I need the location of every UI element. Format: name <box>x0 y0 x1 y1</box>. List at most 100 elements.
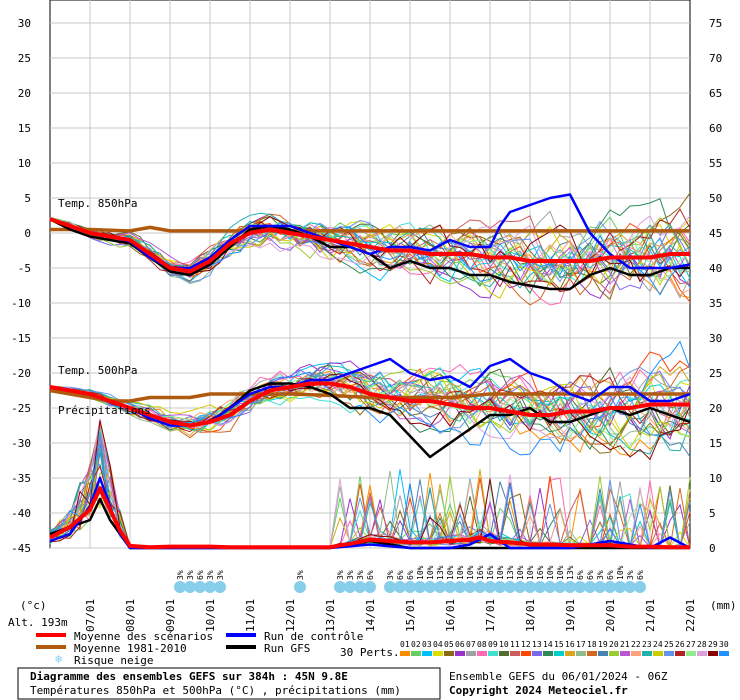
footer-title: Diagramme des ensembles GEFS sur 384h : … <box>30 670 348 683</box>
snow-risk-marker <box>214 581 226 593</box>
snow-risk-marker <box>514 581 526 593</box>
pert-line-500 <box>49 370 691 457</box>
pert-id: 10 <box>499 640 509 649</box>
series-850-line <box>49 217 690 274</box>
y-left-tick: 0 <box>24 227 31 240</box>
pert-line-500 <box>49 366 691 431</box>
x-tick: 11/01 <box>244 599 257 632</box>
y-right-tick: 70 <box>709 52 722 65</box>
snow-risk-pct: 6% <box>586 570 595 580</box>
series-500-line <box>49 357 691 427</box>
pert-id: 11 <box>510 640 520 649</box>
snow-risk-pct: 10% <box>426 565 435 580</box>
x-tick: 13/01 <box>324 599 337 632</box>
pert-swatch <box>708 651 718 656</box>
snow-risk-marker <box>464 581 476 593</box>
pert-swatch <box>587 651 597 656</box>
y-left-tick: -30 <box>11 437 31 450</box>
y-right-tick: 20 <box>709 402 722 415</box>
snow-risk-marker <box>534 581 546 593</box>
snow-risk-pct: 16% <box>536 565 545 580</box>
y-right-tick: 65 <box>709 87 722 100</box>
snow-risk-pct: 3% <box>626 570 635 580</box>
pert-id: 06 <box>455 640 465 649</box>
snow-risk-marker <box>624 581 636 593</box>
snow-risk-marker <box>554 581 566 593</box>
snow-risk-pct: 13% <box>436 565 445 580</box>
snow-risk-marker <box>384 581 396 593</box>
pert-swatch <box>532 651 542 656</box>
pert-swatch <box>455 651 465 656</box>
pert-swatch <box>543 651 553 656</box>
y-right-tick: 60 <box>709 122 722 135</box>
snow-risk-pct: 10% <box>456 565 465 580</box>
snow-risk-pct: 13% <box>506 565 515 580</box>
y-right-tick: 40 <box>709 262 722 275</box>
snow-risk-marker <box>204 581 216 593</box>
snow-risk-pct: 16% <box>486 565 495 580</box>
snow-risk-marker <box>494 581 506 593</box>
pert-swatch <box>400 651 410 656</box>
y-left-tick: 30 <box>18 17 31 30</box>
pert-swatch <box>444 651 454 656</box>
snow-risk-pct: 3% <box>186 570 195 580</box>
pert-id: 25 <box>664 640 674 649</box>
pert-id: 07 <box>466 640 476 649</box>
snow-risk-marker <box>524 581 536 593</box>
pert-id: 22 <box>631 640 641 649</box>
pert-id: 19 <box>598 640 608 649</box>
pert-swatch <box>598 651 608 656</box>
legend-label-mean: Moyenne des scénarios <box>74 630 213 643</box>
snow-risk-marker <box>334 581 346 593</box>
pert-line-500 <box>49 365 691 455</box>
snow-risk-pct: 3% <box>346 570 355 580</box>
pert-swatch <box>576 651 586 656</box>
snow-risk-pct: 6% <box>576 570 585 580</box>
snow-risk-pct: 6% <box>196 570 205 580</box>
snow-risk-pct: 3% <box>216 570 225 580</box>
grid <box>50 0 690 549</box>
y-right-tick: 0 <box>709 542 716 555</box>
pert-swatch <box>422 651 432 656</box>
snow-risk-marker <box>364 581 376 593</box>
y-right-tick: 55 <box>709 157 722 170</box>
y-axis-left: 30 25 20 15 10 5 0 -5 -10 -15 -20 -25 -30 -35 -40 -45 <box>11 17 31 555</box>
pert-swatch <box>664 651 674 656</box>
snow-risk-pct: 10% <box>466 565 475 580</box>
y-right-tick: 75 <box>709 17 722 30</box>
snow-risk-pct: 13% <box>566 565 575 580</box>
snow-risk-marker <box>184 581 196 593</box>
x-tick: 19/01 <box>564 599 577 632</box>
footer-run-info: Ensemble GEFS du 06/01/2024 - 06Z <box>449 670 668 683</box>
pert-id: 26 <box>675 640 685 649</box>
snow-risk-pct: 10% <box>616 565 625 580</box>
snow-risk-marker <box>174 581 186 593</box>
pert-id: 12 <box>521 640 531 649</box>
snow-risk-pct: 10% <box>496 565 505 580</box>
pert-swatch <box>510 651 520 656</box>
snow-risk-pct: 10% <box>526 565 535 580</box>
series-lines <box>49 193 691 550</box>
snow-risk-marker <box>564 581 576 593</box>
y-right-tick: 30 <box>709 332 722 345</box>
x-tick: 14/01 <box>364 599 377 632</box>
snow-risk-marker <box>574 581 586 593</box>
panel-label-850: Temp. 850hPa <box>58 197 137 210</box>
snow-risk-pct: 16% <box>476 565 485 580</box>
x-tick: 21/01 <box>644 599 657 632</box>
x-tick: 18/01 <box>524 599 537 632</box>
pert-id: 04 <box>433 640 443 649</box>
x-tick: 10/01 <box>204 599 217 632</box>
legend-label-snow: Risque neige <box>74 654 153 667</box>
pert-swatch <box>433 651 443 656</box>
footer-copyright: Copyright 2024 Meteociel.fr <box>449 684 628 697</box>
pert-swatch <box>686 651 696 656</box>
y-right-unit: (mm) <box>710 599 737 612</box>
snow-risk-marker <box>474 581 486 593</box>
y-right-tick: 10 <box>709 472 722 485</box>
snow-risk-marker <box>634 581 646 593</box>
series-500-line <box>49 381 690 428</box>
snow-risk-marker <box>584 581 596 593</box>
y-left-tick: -35 <box>11 472 31 485</box>
